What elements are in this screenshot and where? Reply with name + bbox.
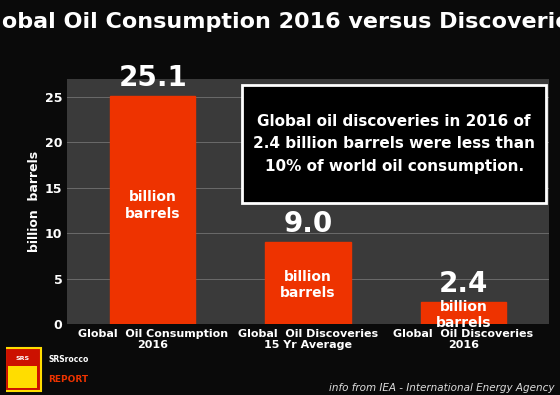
Text: 2.4: 2.4 — [438, 270, 488, 297]
FancyBboxPatch shape — [4, 348, 40, 391]
Text: SRSrocco: SRSrocco — [48, 356, 88, 364]
Y-axis label: billion  barrels: billion barrels — [27, 151, 41, 252]
Text: billion
barrels: billion barrels — [280, 270, 336, 300]
Text: info from IEA - International Energy Agency: info from IEA - International Energy Age… — [329, 383, 554, 393]
Bar — [421, 302, 506, 324]
Text: 25.1: 25.1 — [118, 64, 187, 92]
Text: REPORT: REPORT — [48, 375, 88, 384]
Text: billion
barrels: billion barrels — [125, 190, 180, 221]
Bar — [110, 96, 195, 324]
Text: Global Oil Consumption 2016 versus Discoveries: Global Oil Consumption 2016 versus Disco… — [0, 12, 560, 32]
Text: Global oil discoveries in 2016 of
2.4 billion barrels were less than
10% of worl: Global oil discoveries in 2016 of 2.4 bi… — [253, 114, 535, 173]
Text: billion
barrels: billion barrels — [436, 300, 491, 330]
Bar — [265, 242, 351, 324]
Text: 9.0: 9.0 — [283, 210, 333, 238]
FancyBboxPatch shape — [242, 85, 547, 203]
Text: SRS: SRS — [16, 356, 30, 361]
FancyBboxPatch shape — [8, 365, 37, 388]
